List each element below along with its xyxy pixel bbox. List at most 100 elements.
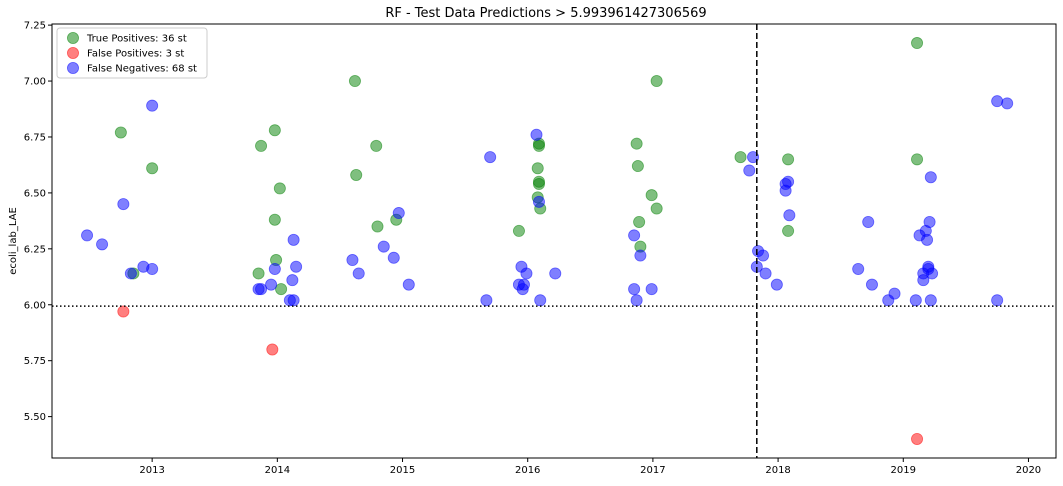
legend-marker <box>67 62 80 75</box>
data-point <box>924 171 937 184</box>
data-point <box>759 267 772 280</box>
data-point <box>991 294 1004 307</box>
x-tick-label: 2013 <box>139 465 164 476</box>
data-point <box>117 198 130 211</box>
data-point <box>96 238 109 251</box>
data-point <box>909 294 922 307</box>
data-point <box>265 278 278 291</box>
legend-marker <box>67 47 80 60</box>
data-point <box>888 287 901 300</box>
x-tick-label: 2016 <box>515 465 540 476</box>
data-point <box>921 233 934 246</box>
data-point <box>350 169 363 182</box>
data-point <box>273 182 286 195</box>
data-point <box>484 151 497 164</box>
data-point <box>387 251 400 264</box>
data-point <box>532 139 545 152</box>
y-tick-label: 5.50 <box>24 412 46 423</box>
x-tick-label: 2020 <box>1016 465 1041 476</box>
y-tick-label: 6.75 <box>24 132 46 143</box>
y-tick-label: 6.25 <box>24 244 46 255</box>
data-point <box>650 202 663 215</box>
data-point <box>865 278 878 291</box>
y-tick-label: 5.75 <box>24 356 46 367</box>
x-tick-label: 2019 <box>891 465 916 476</box>
legend: True Positives: 36 st False Positives: 3 … <box>56 27 208 79</box>
data-point <box>266 343 279 356</box>
data-point <box>520 267 533 280</box>
data-point <box>628 283 641 296</box>
legend-marker <box>67 32 80 45</box>
data-point <box>531 162 544 175</box>
data-point <box>290 260 303 273</box>
data-point <box>923 215 936 228</box>
y-axis-label: ecoli_lab_LAE <box>8 207 19 275</box>
plot-frame <box>51 23 1057 459</box>
data-point <box>631 160 644 173</box>
data-point <box>534 294 547 307</box>
data-point <box>734 151 747 164</box>
data-point <box>782 153 795 166</box>
x-tick-label: 2017 <box>640 465 665 476</box>
data-point <box>287 233 300 246</box>
data-point <box>634 249 647 262</box>
data-point <box>628 229 641 242</box>
data-point <box>650 75 663 88</box>
data-point <box>530 128 543 141</box>
data-point <box>645 283 658 296</box>
legend-label: False Positives: 3 st <box>87 49 184 60</box>
data-point <box>532 195 545 208</box>
data-point <box>255 139 268 152</box>
data-point <box>991 95 1004 108</box>
data-point <box>743 164 756 177</box>
data-point <box>252 267 265 280</box>
data-point <box>512 224 525 237</box>
data-point <box>911 153 924 166</box>
series-group <box>117 305 924 445</box>
data-point <box>146 262 159 275</box>
data-point <box>268 262 281 275</box>
y-tick-label: 7.25 <box>24 21 46 32</box>
data-point <box>114 126 127 139</box>
data-point <box>1001 97 1014 110</box>
data-point <box>286 274 299 287</box>
data-point <box>348 75 361 88</box>
data-point <box>770 278 783 291</box>
data-point <box>747 151 760 164</box>
data-point <box>346 254 359 267</box>
x-tick-label: 2018 <box>765 465 790 476</box>
legend-label: False Negatives: 68 st <box>87 64 197 75</box>
data-point <box>352 267 365 280</box>
chart-title: RF - Test Data Predictions > 5.993961427… <box>385 6 706 21</box>
data-point <box>268 213 281 226</box>
data-point <box>480 294 493 307</box>
data-point <box>377 240 390 253</box>
legend-label: True Positives: 36 st <box>86 34 187 45</box>
x-tick-label: 2015 <box>390 465 415 476</box>
data-point <box>852 262 865 275</box>
data-point <box>146 162 159 175</box>
data-point <box>268 124 281 137</box>
data-point <box>924 294 937 307</box>
data-point <box>255 283 268 296</box>
data-point <box>782 175 795 188</box>
data-point <box>630 294 643 307</box>
data-point <box>146 99 159 112</box>
data-point <box>782 224 795 237</box>
data-point <box>549 267 562 280</box>
data-point <box>532 177 545 190</box>
data-point <box>117 305 130 318</box>
x-tick-label: 2014 <box>265 465 290 476</box>
data-point <box>926 267 939 280</box>
data-point <box>371 220 384 233</box>
data-point <box>124 267 137 280</box>
data-point <box>402 278 415 291</box>
data-point <box>862 215 875 228</box>
data-point <box>517 278 530 291</box>
data-point <box>911 37 924 50</box>
legend-box <box>56 27 208 79</box>
plot-area <box>52 24 1056 458</box>
data-point <box>275 283 288 296</box>
data-point <box>783 209 796 222</box>
